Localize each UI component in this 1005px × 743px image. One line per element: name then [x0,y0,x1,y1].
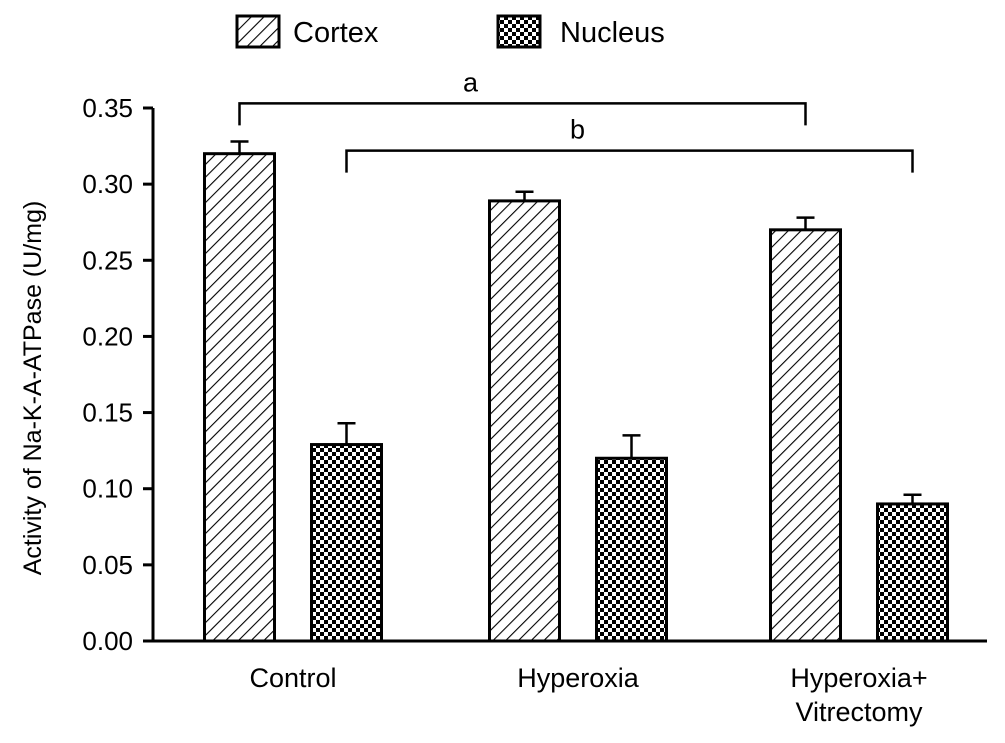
legend: Cortex Nucleus [235,14,665,49]
category-label-1-0: Hyperoxia [517,663,640,693]
legend-label-cortex: Cortex [293,17,379,49]
category-label-0-0: Control [249,663,336,693]
y-tick-label-0: 0.00 [82,626,133,656]
bar-nucleus-0 [310,443,383,643]
significance-label-b: b [570,115,585,145]
legend-label-nucleus: Nucleus [560,17,665,49]
y-tick-label-3: 0.15 [82,398,133,428]
y-tick-label-2: 0.10 [82,474,133,504]
legend-item-cortex: Cortex [235,14,379,49]
significance-bracket-b [345,149,914,173]
category-label-2-0: Hyperoxia+ [790,663,927,693]
axes [151,108,987,643]
y-tick-label-5: 0.25 [82,245,133,275]
bar-cortex-2 [769,228,842,643]
y-tick-label-6: 0.30 [82,169,133,199]
legend-item-nucleus: Nucleus [496,14,665,49]
y-tick-label-7: 0.35 [82,93,133,123]
y-tick-label-4: 0.20 [82,321,133,351]
bar-nucleus-2 [876,502,949,643]
significance-label-a: a [463,67,479,97]
bar-nucleus-1 [595,456,668,643]
x-axis-categories: Control Hyperoxia Hyperoxia+ Vitrectomy [249,663,927,727]
y-axis-ticks: 0.00 0.05 0.10 0.15 0.20 0.25 0.30 0.35 [82,93,153,656]
bar-cortex-1 [488,199,561,643]
y-tick-label-1: 0.05 [82,550,133,580]
significance-brackets: ab [238,67,914,173]
significance-bracket-a [238,102,807,126]
y-axis-title: Activity of Na-K-A-ATPase (U/mg) [19,201,47,576]
bars [203,140,949,643]
bar-cortex-0 [203,152,276,643]
category-label-2-1: Vitrectomy [795,697,923,727]
legend-swatch-nucleus [496,14,542,49]
legend-swatch-cortex [235,14,281,49]
